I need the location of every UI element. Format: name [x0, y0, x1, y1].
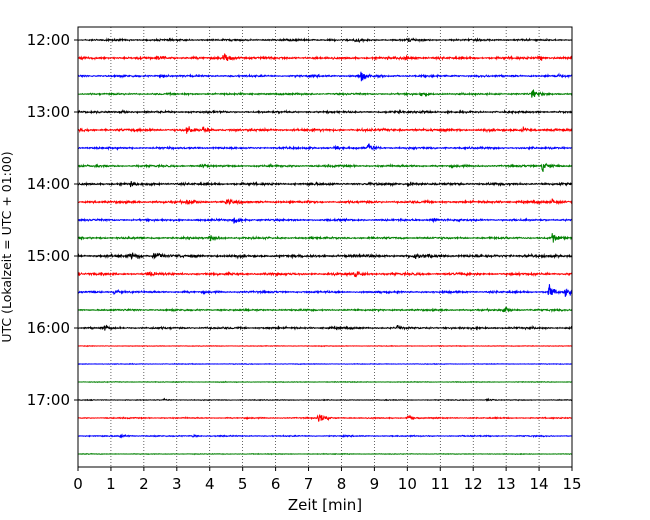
- x-tick-label: 1: [106, 475, 116, 493]
- x-tick-label: 0: [73, 475, 83, 493]
- trace-1430: [77, 217, 573, 224]
- trace-1245: [77, 88, 573, 98]
- trace-1600: [77, 324, 573, 331]
- trace-1230: [77, 71, 573, 82]
- trace-1615: [77, 344, 573, 348]
- trace-1300: [77, 108, 573, 115]
- trace-1515: [77, 270, 573, 278]
- trace-1715: [77, 413, 573, 422]
- x-tick-label: 9: [370, 475, 380, 493]
- y-tick-label: 14:00: [27, 175, 70, 193]
- trace-1500: [77, 252, 573, 260]
- trace-1415: [77, 198, 573, 206]
- y-tick-label: 16:00: [27, 319, 70, 337]
- x-tick-label: 13: [497, 475, 516, 493]
- x-tick-label: 14: [530, 475, 549, 493]
- y-tick-label: 12:00: [27, 31, 70, 49]
- y-tick-label: 13:00: [27, 103, 70, 121]
- x-tick-label: 11: [431, 475, 450, 493]
- x-tick-label: 3: [172, 475, 182, 493]
- trace-1700: [77, 397, 573, 402]
- trace-1215: [77, 52, 573, 61]
- trace-1330: [77, 143, 573, 152]
- trace-1400: [77, 180, 573, 188]
- trace-1445: [77, 233, 573, 243]
- x-tick-label: 5: [238, 475, 248, 493]
- trace-1645: [77, 380, 573, 384]
- x-tick-label: 7: [304, 475, 314, 493]
- grid-lines: [110, 27, 540, 467]
- y-tick-label: 15:00: [27, 247, 70, 265]
- seismic-traces: [77, 37, 573, 456]
- plot-area: [78, 27, 572, 467]
- y-axis-ticks: 12:00 13:00 14:00 15:00 16:00 17:00: [27, 31, 78, 409]
- trace-1745: [77, 452, 573, 456]
- trace-1730: [77, 433, 573, 439]
- trace-1315: [77, 126, 573, 134]
- x-tick-label: 4: [205, 475, 215, 493]
- x-tick-label: 12: [464, 475, 483, 493]
- trace-1630: [77, 362, 573, 366]
- x-tick-label: 15: [562, 475, 581, 493]
- x-tick-label: 8: [337, 475, 347, 493]
- x-tick-label: 6: [271, 475, 281, 493]
- trace-1345: [77, 162, 573, 172]
- x-axis-label: Zeit [min]: [288, 496, 362, 514]
- trace-1200: [77, 37, 573, 44]
- trace-1545: [77, 306, 573, 313]
- y-tick-label: 17:00: [27, 391, 70, 409]
- x-tick-label: 2: [139, 475, 149, 493]
- trace-1530: [77, 284, 573, 297]
- plot-frame: [77, 26, 573, 468]
- x-axis-ticks: 0 1 2 3 4 5 6 7 8 9 10 11 12 13 14 15: [73, 467, 582, 493]
- x-tick-label: 10: [398, 475, 417, 493]
- y-axis-label: UTC (Lokalzeit = UTC + 01:00): [0, 151, 14, 342]
